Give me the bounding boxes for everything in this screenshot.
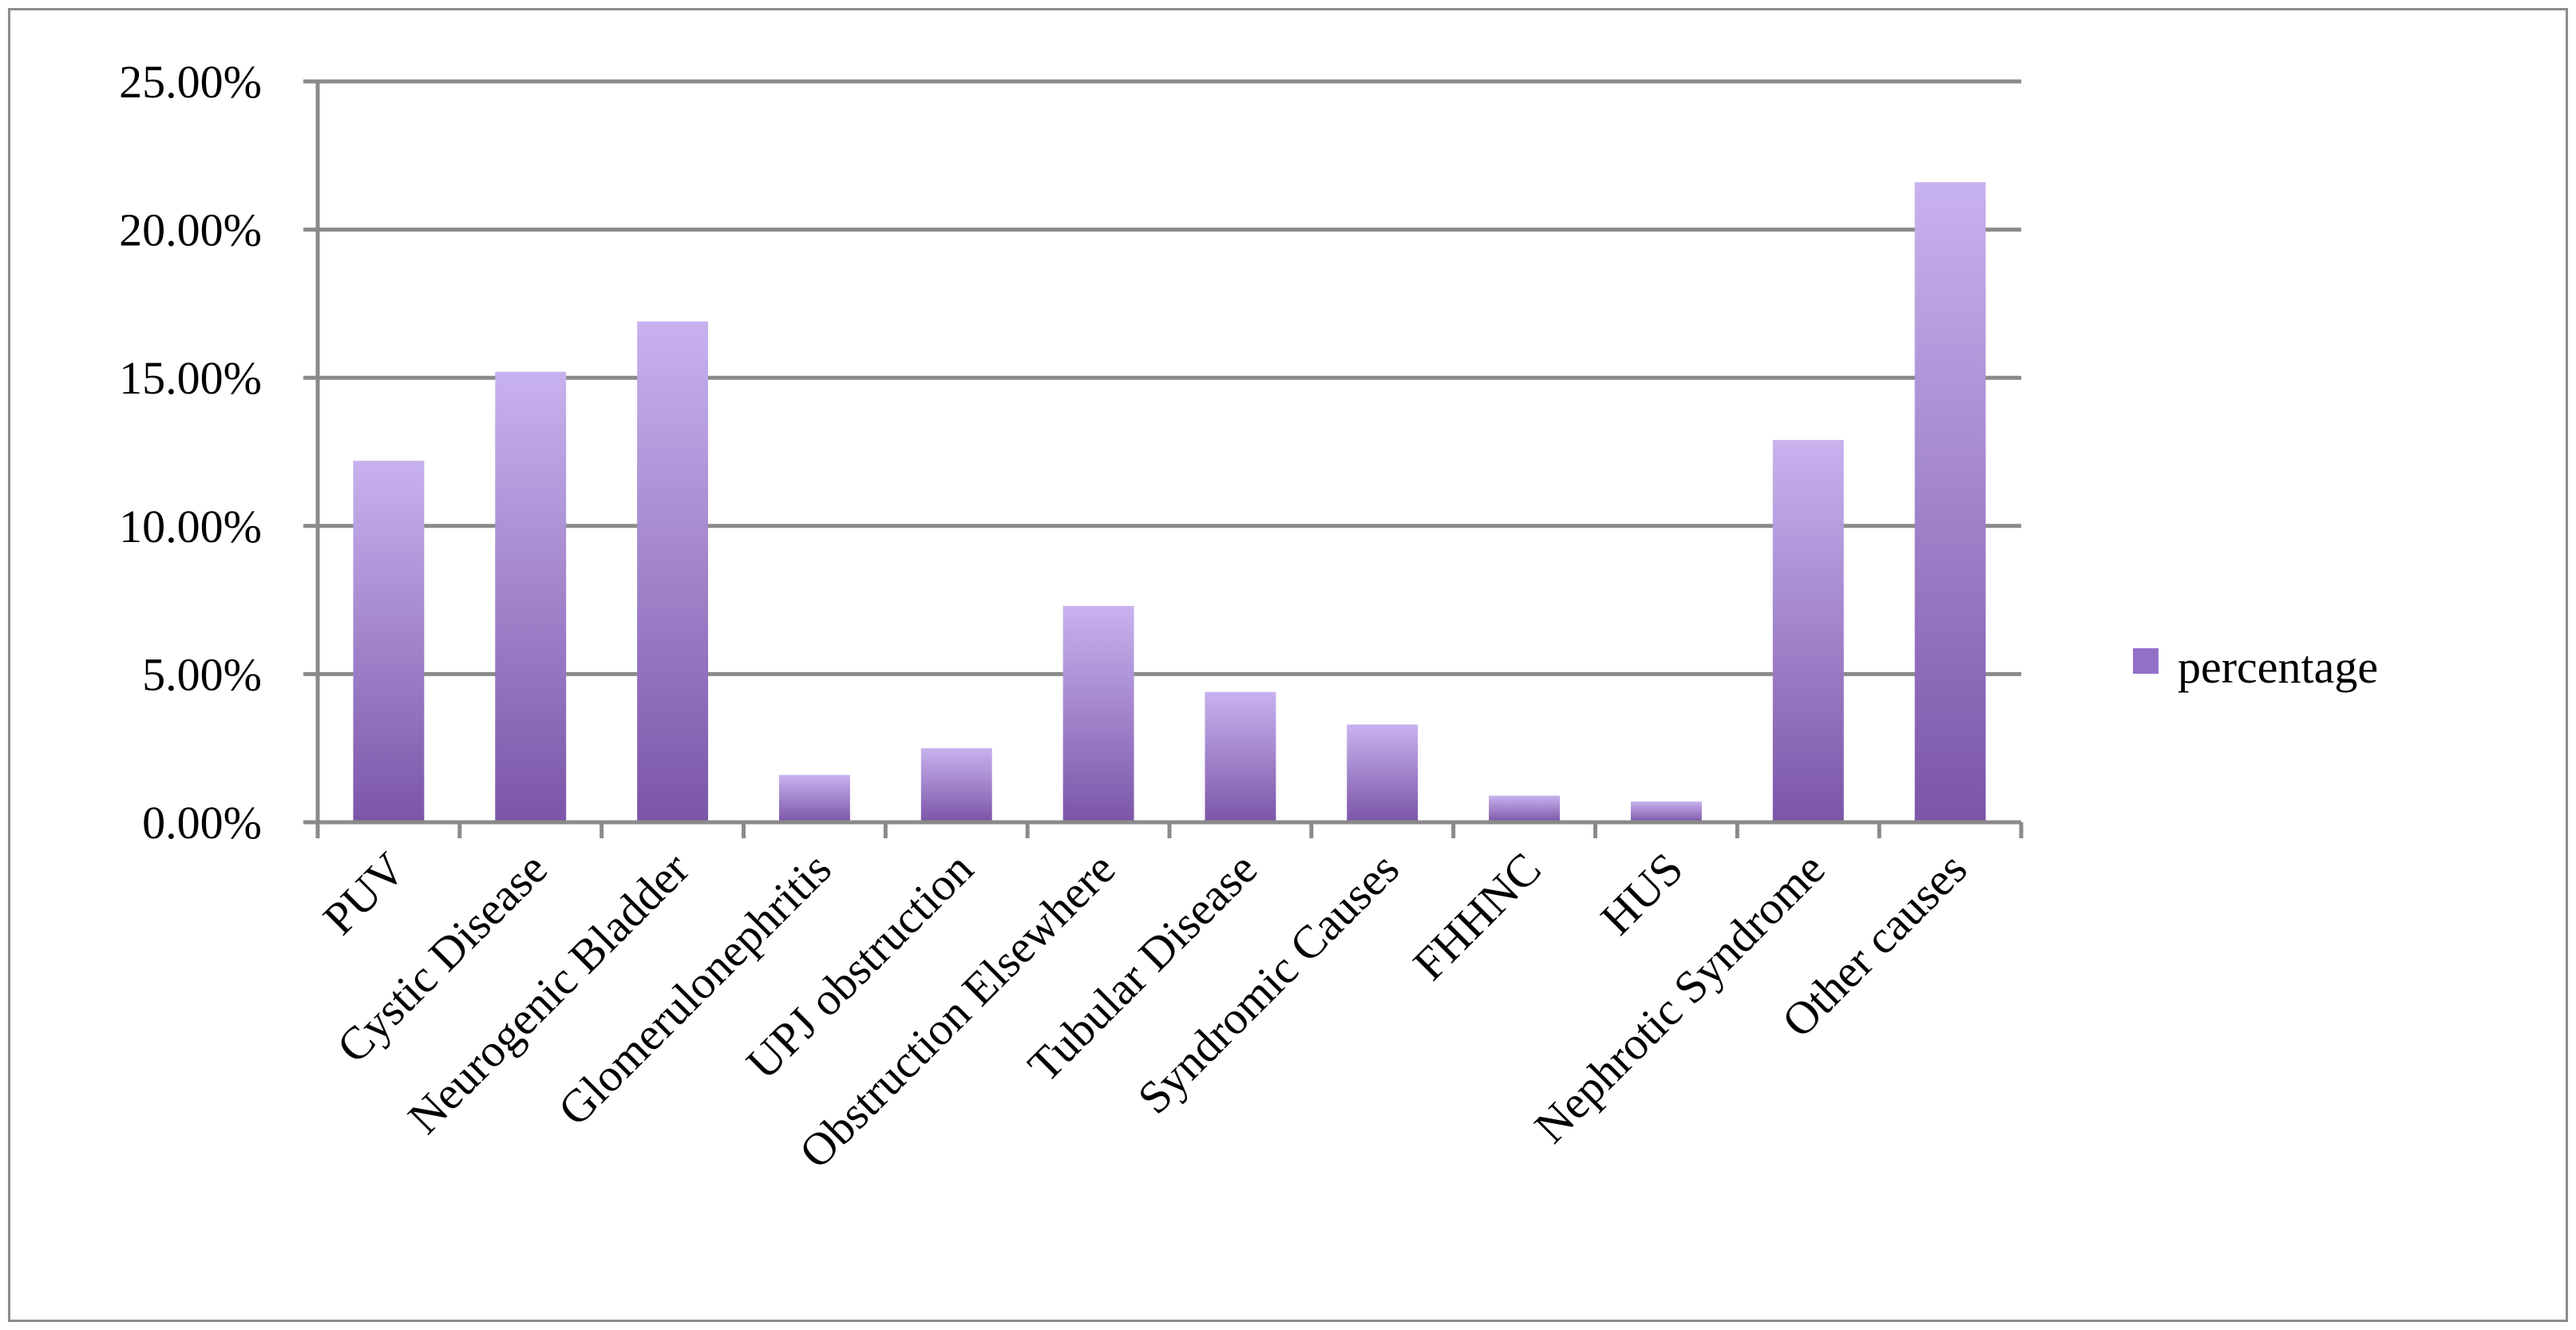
legend-swatch — [2133, 648, 2159, 674]
y-tick-label: 15.00% — [119, 352, 262, 404]
x-tick-label: HUS — [1591, 842, 1693, 944]
y-tick-label: 5.00% — [142, 648, 262, 700]
y-tick-labels: 0.00% 5.00% 10.00% 15.00% 20.00% 25.00% — [119, 56, 262, 849]
legend: percentage — [2133, 641, 2378, 693]
axes — [303, 79, 2024, 838]
bars — [353, 182, 1986, 822]
x-tick-label: PUV — [313, 842, 415, 944]
y-tick-label: 10.00% — [119, 501, 262, 552]
x-tick-label: FHHNC — [1403, 842, 1551, 990]
x-tick-label: Syndromic Causes — [1128, 842, 1409, 1123]
bar-other-causes — [1914, 182, 1986, 822]
bar-nephrotic-syndrome — [1772, 440, 1844, 822]
bar-tubular-disease — [1205, 691, 1276, 822]
bar-glomerulonephritis — [778, 774, 850, 822]
gridlines — [318, 79, 2021, 676]
legend-entry-percentage: percentage — [2178, 641, 2378, 693]
bar-cystic-disease — [495, 371, 567, 822]
bar-obstruction-elsewhere — [1062, 606, 1134, 822]
y-tick-label: 20.00% — [119, 204, 262, 256]
bar-upj-obstruction — [920, 748, 992, 822]
y-tick-label: 0.00% — [142, 797, 262, 849]
bar-fhhnc — [1489, 795, 1561, 822]
bar-puv — [353, 461, 425, 822]
bar-syndromic-causes — [1347, 724, 1419, 822]
x-tick-label: Glomerulonephritis — [548, 842, 841, 1135]
y-tick-label: 25.00% — [119, 56, 262, 108]
bar-hus — [1630, 802, 1702, 822]
bar-neurogenic-bladder — [637, 321, 709, 822]
